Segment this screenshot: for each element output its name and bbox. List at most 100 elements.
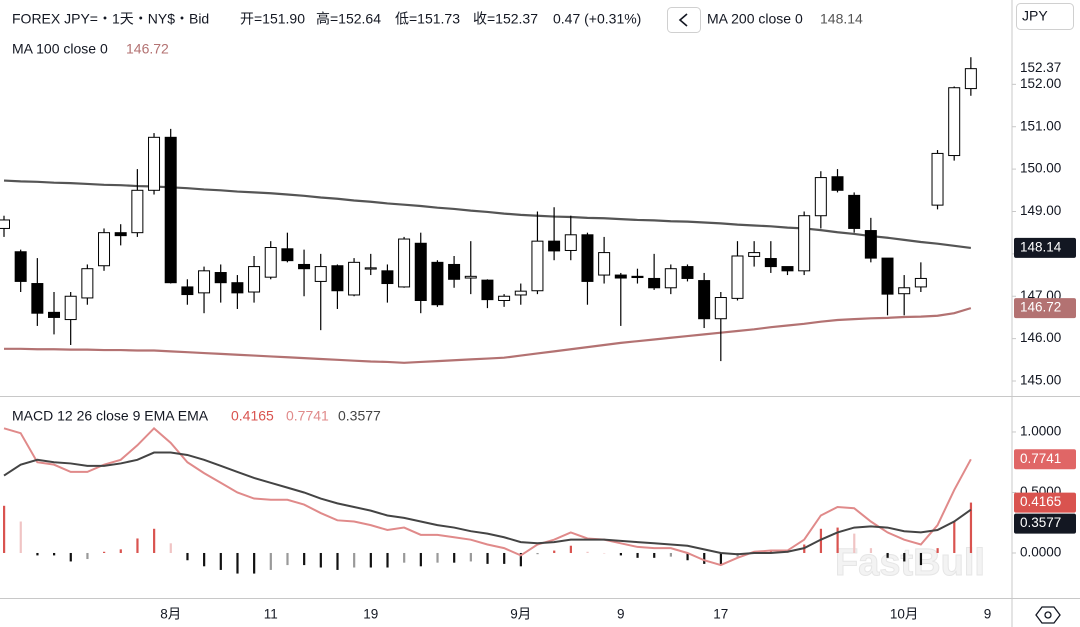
x-tick-label: 9月 xyxy=(510,607,531,622)
collapse-button[interactable] xyxy=(667,7,701,33)
histogram-bar xyxy=(469,552,472,562)
plot-layer xyxy=(0,57,977,574)
candle-body xyxy=(648,277,661,289)
candle-body xyxy=(914,277,927,288)
histogram-bar xyxy=(669,552,672,557)
legend-value: 0.7741 xyxy=(286,408,329,424)
candle-body xyxy=(198,270,211,294)
last-value-box xyxy=(1014,298,1076,319)
candle-body xyxy=(631,275,644,279)
candle-body xyxy=(448,263,461,280)
candle-body xyxy=(64,295,77,321)
candle-body xyxy=(414,242,427,301)
settings-circle xyxy=(1044,611,1052,619)
x-tick-label: 11 xyxy=(264,607,278,622)
candle-body xyxy=(664,268,677,289)
chart-title: FOREX JPY=・1天・NY$・Bid xyxy=(12,11,209,27)
histogram-bar xyxy=(936,548,939,553)
candle-body xyxy=(898,287,911,295)
candle-body xyxy=(81,268,94,299)
histogram-bar xyxy=(586,551,589,553)
candle-body xyxy=(164,136,177,284)
histogram-bar xyxy=(836,527,839,553)
candle-body xyxy=(681,266,694,279)
candle-body xyxy=(548,240,561,252)
histogram-bar xyxy=(436,552,439,563)
histogram-bar xyxy=(236,552,239,574)
watermark: FastBull xyxy=(835,542,985,584)
currency-button[interactable] xyxy=(1016,3,1074,30)
candle-body xyxy=(0,219,10,229)
candle-body xyxy=(881,257,894,295)
candle-body xyxy=(764,258,777,268)
ohlc-label: 低=151.73 xyxy=(395,11,460,27)
last-value-label: 0.4165 xyxy=(1020,494,1061,509)
y-tick-label: 1.0000 xyxy=(1020,424,1061,439)
candle-body xyxy=(931,152,944,206)
candle-body xyxy=(264,247,277,278)
histogram-bar xyxy=(3,505,6,553)
candle-body xyxy=(431,261,444,306)
last-value-label: 148.14 xyxy=(1020,239,1062,254)
candle-body xyxy=(348,261,361,296)
histogram-bar xyxy=(386,552,389,568)
settings-icon[interactable] xyxy=(1035,606,1061,624)
candle-body xyxy=(281,248,294,262)
last-value-box xyxy=(1014,237,1076,258)
last-value-label: 0.7741 xyxy=(1020,451,1061,466)
y-tick-label: 149.00 xyxy=(1020,203,1061,218)
last-value-box xyxy=(1014,449,1076,470)
candle-body xyxy=(148,136,161,191)
histogram-bar xyxy=(19,521,22,553)
histogram-bar xyxy=(203,552,206,567)
candle-body xyxy=(398,238,411,288)
histogram-bar xyxy=(103,551,106,553)
histogram-bar xyxy=(253,552,256,574)
histogram-bar xyxy=(886,552,889,558)
histogram-bar xyxy=(769,550,773,553)
legend-value: 0.4165 xyxy=(231,408,274,424)
legend-label: MA 100 close 0 xyxy=(12,41,108,57)
currency-label: JPY xyxy=(1022,8,1048,24)
candle-body xyxy=(831,176,844,191)
candle-body xyxy=(848,194,861,229)
candle-body xyxy=(298,263,311,270)
y-tick-label: 146.00 xyxy=(1020,330,1061,345)
histogram-bar xyxy=(403,552,406,563)
macd-title: MACD 12 26 close 9 EMA EMA xyxy=(12,408,209,424)
candle-body xyxy=(381,270,394,285)
candle-body xyxy=(498,295,511,301)
y-tick-label: 151.00 xyxy=(1020,118,1061,133)
histogram-bar xyxy=(703,552,706,564)
last-value-box xyxy=(1014,492,1076,513)
histogram-bar xyxy=(603,552,606,554)
candle-body xyxy=(131,189,144,234)
candle-body xyxy=(614,274,627,279)
legend-label: MA 200 close 0 xyxy=(707,11,803,27)
candle-body xyxy=(581,234,594,282)
candle-body xyxy=(181,286,194,296)
x-tick-label: 19 xyxy=(363,607,378,622)
histogram-bar xyxy=(69,552,72,562)
candle-body xyxy=(248,266,261,293)
histogram-bar xyxy=(36,552,39,556)
histogram-bar xyxy=(953,521,956,553)
legend-value: 146.72 xyxy=(126,41,169,57)
candle-body xyxy=(714,297,727,320)
histogram-bar xyxy=(153,528,156,553)
ohlc-label: 收=152.37 xyxy=(473,11,538,27)
candle-body xyxy=(14,251,27,282)
last-value-label: 146.72 xyxy=(1020,300,1061,315)
candle-body xyxy=(214,272,227,284)
histogram-bar xyxy=(319,552,322,568)
histogram-bar xyxy=(453,552,456,563)
x-tick-label: 9 xyxy=(984,607,992,622)
candle-body xyxy=(948,87,961,157)
last-value-box xyxy=(1014,513,1076,534)
histogram-bar xyxy=(903,552,906,562)
candle-body xyxy=(514,290,527,296)
histogram-bar xyxy=(553,550,556,553)
x-tick-label: 10月 xyxy=(890,607,919,622)
y-tick-label: 152.00 xyxy=(1020,76,1061,91)
